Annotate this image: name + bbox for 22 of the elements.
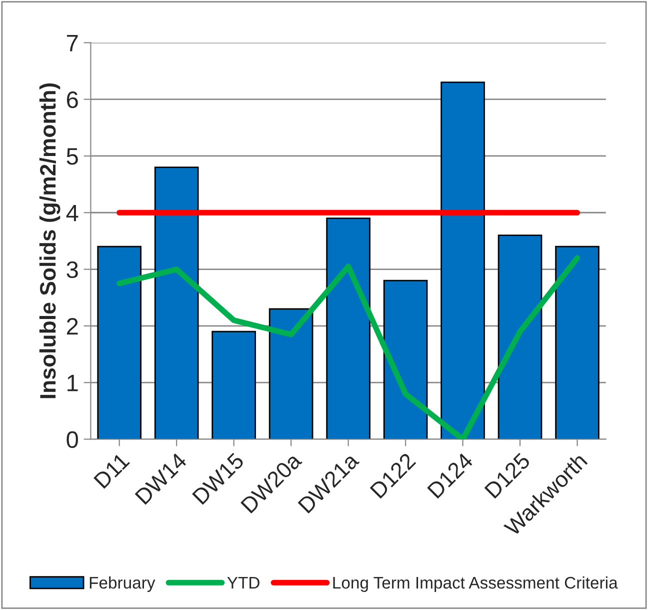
legend-label: February [90, 576, 156, 592]
bar [97, 246, 142, 440]
legend-label: Long Term Impact Assessment Criteria [333, 576, 618, 592]
bar [383, 280, 428, 440]
x-tick-label: D11 [94, 452, 130, 489]
bar [440, 82, 485, 440]
y-tick-label: 5 [66, 148, 78, 165]
bar [268, 308, 314, 440]
bar [498, 234, 542, 440]
bar [326, 218, 370, 440]
y-tick-label: 3 [66, 261, 78, 278]
bar [212, 330, 256, 440]
y-tick-label: 7 [66, 35, 78, 52]
y-tick-label: 4 [66, 204, 78, 222]
y-axis-title: Insoluble Solids (g/m2/month) [39, 83, 60, 398]
bar [555, 246, 600, 440]
bar [154, 166, 199, 440]
y-tick-label: 0 [66, 431, 78, 448]
y-tick-label: 1 [68, 374, 78, 392]
y-tick-label: 6 [66, 91, 78, 108]
legend-label: YTD [227, 577, 260, 588]
y-tick-label: 2 [66, 318, 78, 334]
